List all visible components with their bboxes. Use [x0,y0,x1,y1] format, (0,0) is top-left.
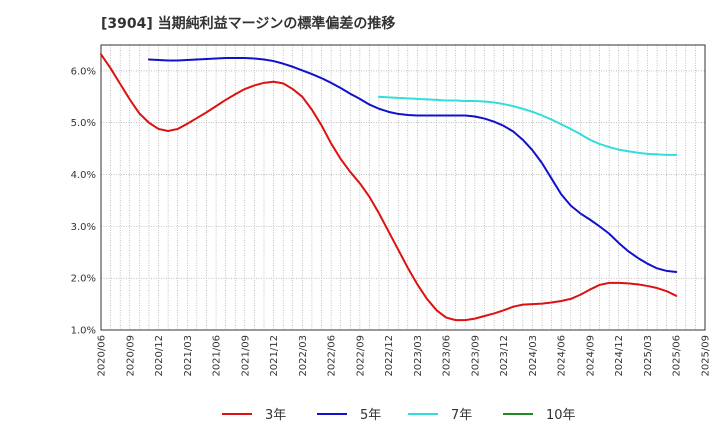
y-tick-label: 3.0% [71,222,96,233]
series-line-3年 [100,53,678,322]
x-tick-label: 2021/09 [240,335,251,377]
y-tick-label: 1.0% [71,326,96,337]
x-tick-label: 2023/03 [413,335,424,377]
x-tick-label: 2024/06 [557,335,568,377]
x-tick-label: 2020/06 [97,335,108,377]
x-tick-label: 2024/09 [585,335,596,377]
x-tick-label: 2023/09 [470,335,481,377]
legend-label-10年: 10年 [546,408,576,423]
x-tick-label: 2024/03 [528,335,539,377]
y-tick-label: 6.0% [71,66,96,77]
y-tick-label: 2.0% [71,274,96,285]
x-tick-label: 2025/03 [643,335,654,377]
x-tick-label: 2020/12 [154,335,165,377]
chart-title: [3904] 当期純利益マージンの標準偏差の推移 [101,16,396,32]
axes: 1.0% 2.0% 3.0% 4.0% 5.0% 6.0% 2020/06 2020/09 20… [71,44,712,377]
x-tick-label: 2020/09 [125,335,136,377]
x-tick-label: 2021/03 [183,335,194,377]
x-tick-label: 2022/12 [384,335,395,377]
legend-label-3年: 3年 [265,408,286,423]
x-tick-label: 2025/06 [672,335,683,377]
x-tick-label: 2022/03 [298,335,309,377]
legend: 3年 5年 7年 10年 [222,408,576,423]
x-tick-label: 2022/09 [355,335,366,377]
grid [100,45,706,331]
plot-frame [100,44,706,331]
x-tick-label: 2022/06 [327,335,338,377]
series-lines [100,53,678,322]
x-tick-label: 2021/06 [212,335,223,377]
y-tick-label: 4.0% [71,170,96,181]
legend-label-5年: 5年 [360,408,381,423]
series-line-7年 [378,95,678,156]
series-line-5年 [147,56,678,273]
x-tick-label: 2023/06 [442,335,453,377]
y-tick-label: 5.0% [71,118,96,129]
x-tick-label: 2021/12 [269,335,280,377]
x-tick-label: 2023/12 [499,335,510,377]
legend-label-7年: 7年 [451,408,472,423]
x-tick-label: 2025/09 [701,335,712,377]
x-tick-label: 2024/12 [614,335,625,377]
